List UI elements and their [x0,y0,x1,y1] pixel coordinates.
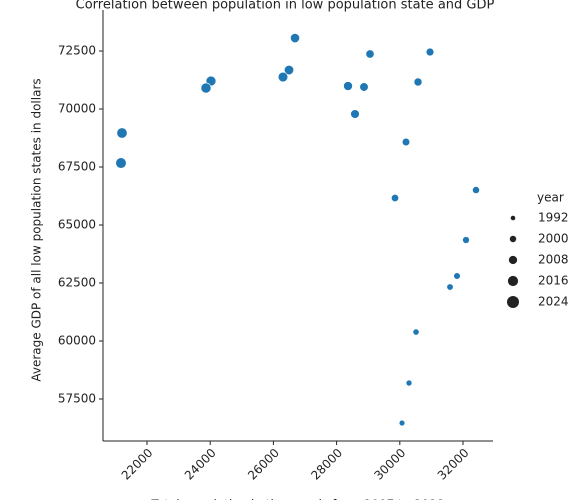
point [359,82,369,92]
y-tick-label: 67500 [58,160,96,174]
point [391,194,399,202]
y-tick-label: 62500 [58,276,96,290]
legend-marker [509,235,517,243]
legend-label: 2000 [538,232,569,246]
point [398,419,406,427]
point [462,236,470,244]
point [401,137,411,147]
y-tick-label: 72500 [58,44,96,58]
y-tick-label: 57500 [58,392,96,406]
point [116,127,128,139]
legend-marker [510,215,516,221]
chart-title: Correlation between population in low po… [76,0,495,13]
legend-marker [507,296,519,308]
point [343,81,353,91]
x-tick-label: 28000 [308,446,345,483]
point [425,47,435,57]
point [446,283,454,291]
x-tick-label: 26000 [245,446,282,483]
y-axis-label: Average GDP of all low population states… [30,78,44,381]
legend-marker [508,255,518,265]
point [365,49,375,59]
x-tick-label: 32000 [435,446,472,483]
y-tick-label: 65000 [58,218,96,232]
point [413,77,423,87]
x-tick-label: 22000 [119,446,156,483]
point [283,64,295,76]
point [412,328,420,336]
point [350,109,360,119]
point [405,379,413,387]
point [200,82,212,94]
y-tick-label: 70000 [58,102,96,116]
legend-label: 2016 [538,274,569,288]
legend-marker [507,275,519,287]
legend-title: year [537,191,564,205]
point [453,272,461,280]
point [290,33,300,43]
y-tick-label: 60000 [58,334,96,348]
point [277,71,289,83]
x-tick-label: 30000 [371,446,408,483]
point [115,157,127,169]
legend-label: 1992 [538,211,569,225]
point [472,186,480,194]
legend-label: 2008 [538,253,569,267]
x-tick-label: 24000 [182,446,219,483]
x-axis-label: Total population in thousands from 1997 … [151,498,445,500]
legend-label: 2024 [538,295,569,309]
